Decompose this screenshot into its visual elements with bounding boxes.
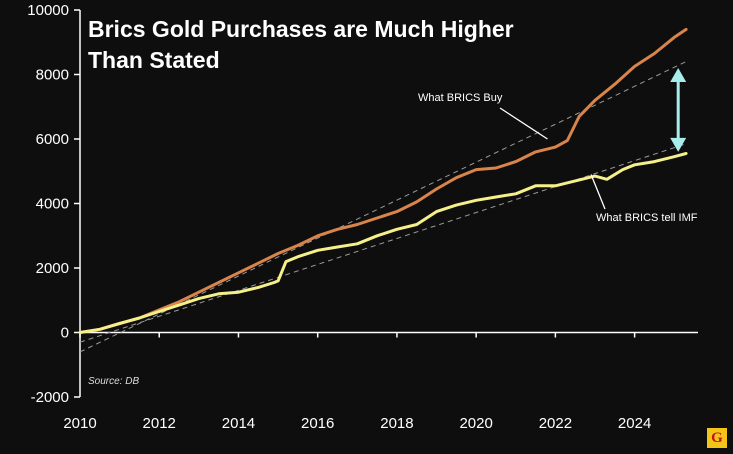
x-tick-label: 2014 — [222, 415, 255, 432]
data-series — [78, 27, 688, 334]
what-brics-buy-line — [78, 27, 688, 334]
source-note: Source: DB — [88, 376, 140, 387]
annotation-buy-leader — [499, 107, 548, 140]
annotations: What BRICS Buy What BRICS tell IMF — [418, 68, 698, 224]
what-brics-tell-imf-line — [78, 152, 688, 334]
y-tick-label: 4000 — [36, 196, 69, 213]
gap-arrow-head-bottom — [670, 137, 687, 152]
annotation-what-brics-tell-imf: What BRICS tell IMF — [596, 212, 698, 224]
y-tick-label: 2000 — [36, 260, 69, 277]
lower-trend-line — [79, 143, 687, 343]
annotation-what-brics-buy: What BRICS Buy — [418, 92, 503, 104]
y-tick-label: 10000 — [27, 2, 69, 19]
logo-badge: G — [707, 428, 727, 448]
y-tick-label: -2000 — [31, 389, 69, 406]
x-tick-label: 2022 — [539, 415, 572, 432]
y-tick-label: 8000 — [36, 67, 69, 84]
x-tick-label: 2018 — [380, 415, 413, 432]
chart-title: Brics Gold Purchases are Much Higher Tha… — [88, 14, 514, 76]
x-tick-label: 2024 — [618, 415, 651, 432]
y-tick-label: 6000 — [36, 131, 69, 148]
x-tick-label: 2012 — [143, 415, 176, 432]
chart-title-line-1: Brics Gold Purchases are Much Higher — [88, 16, 514, 42]
x-axis: 2010 2012 2014 2016 2018 2020 2022 2024 — [63, 331, 698, 432]
annotation-imf-leader — [590, 174, 606, 210]
x-tick-label: 2016 — [301, 415, 334, 432]
y-axis: -2000 0 2000 4000 6000 8000 10000 — [27, 2, 81, 406]
x-tick-label: 2010 — [63, 415, 96, 432]
gap-arrow-head-top — [670, 68, 687, 83]
chart-title-line-2: Than Stated — [88, 47, 220, 73]
y-tick-label: 0 — [61, 325, 69, 342]
x-tick-label: 2020 — [459, 415, 492, 432]
